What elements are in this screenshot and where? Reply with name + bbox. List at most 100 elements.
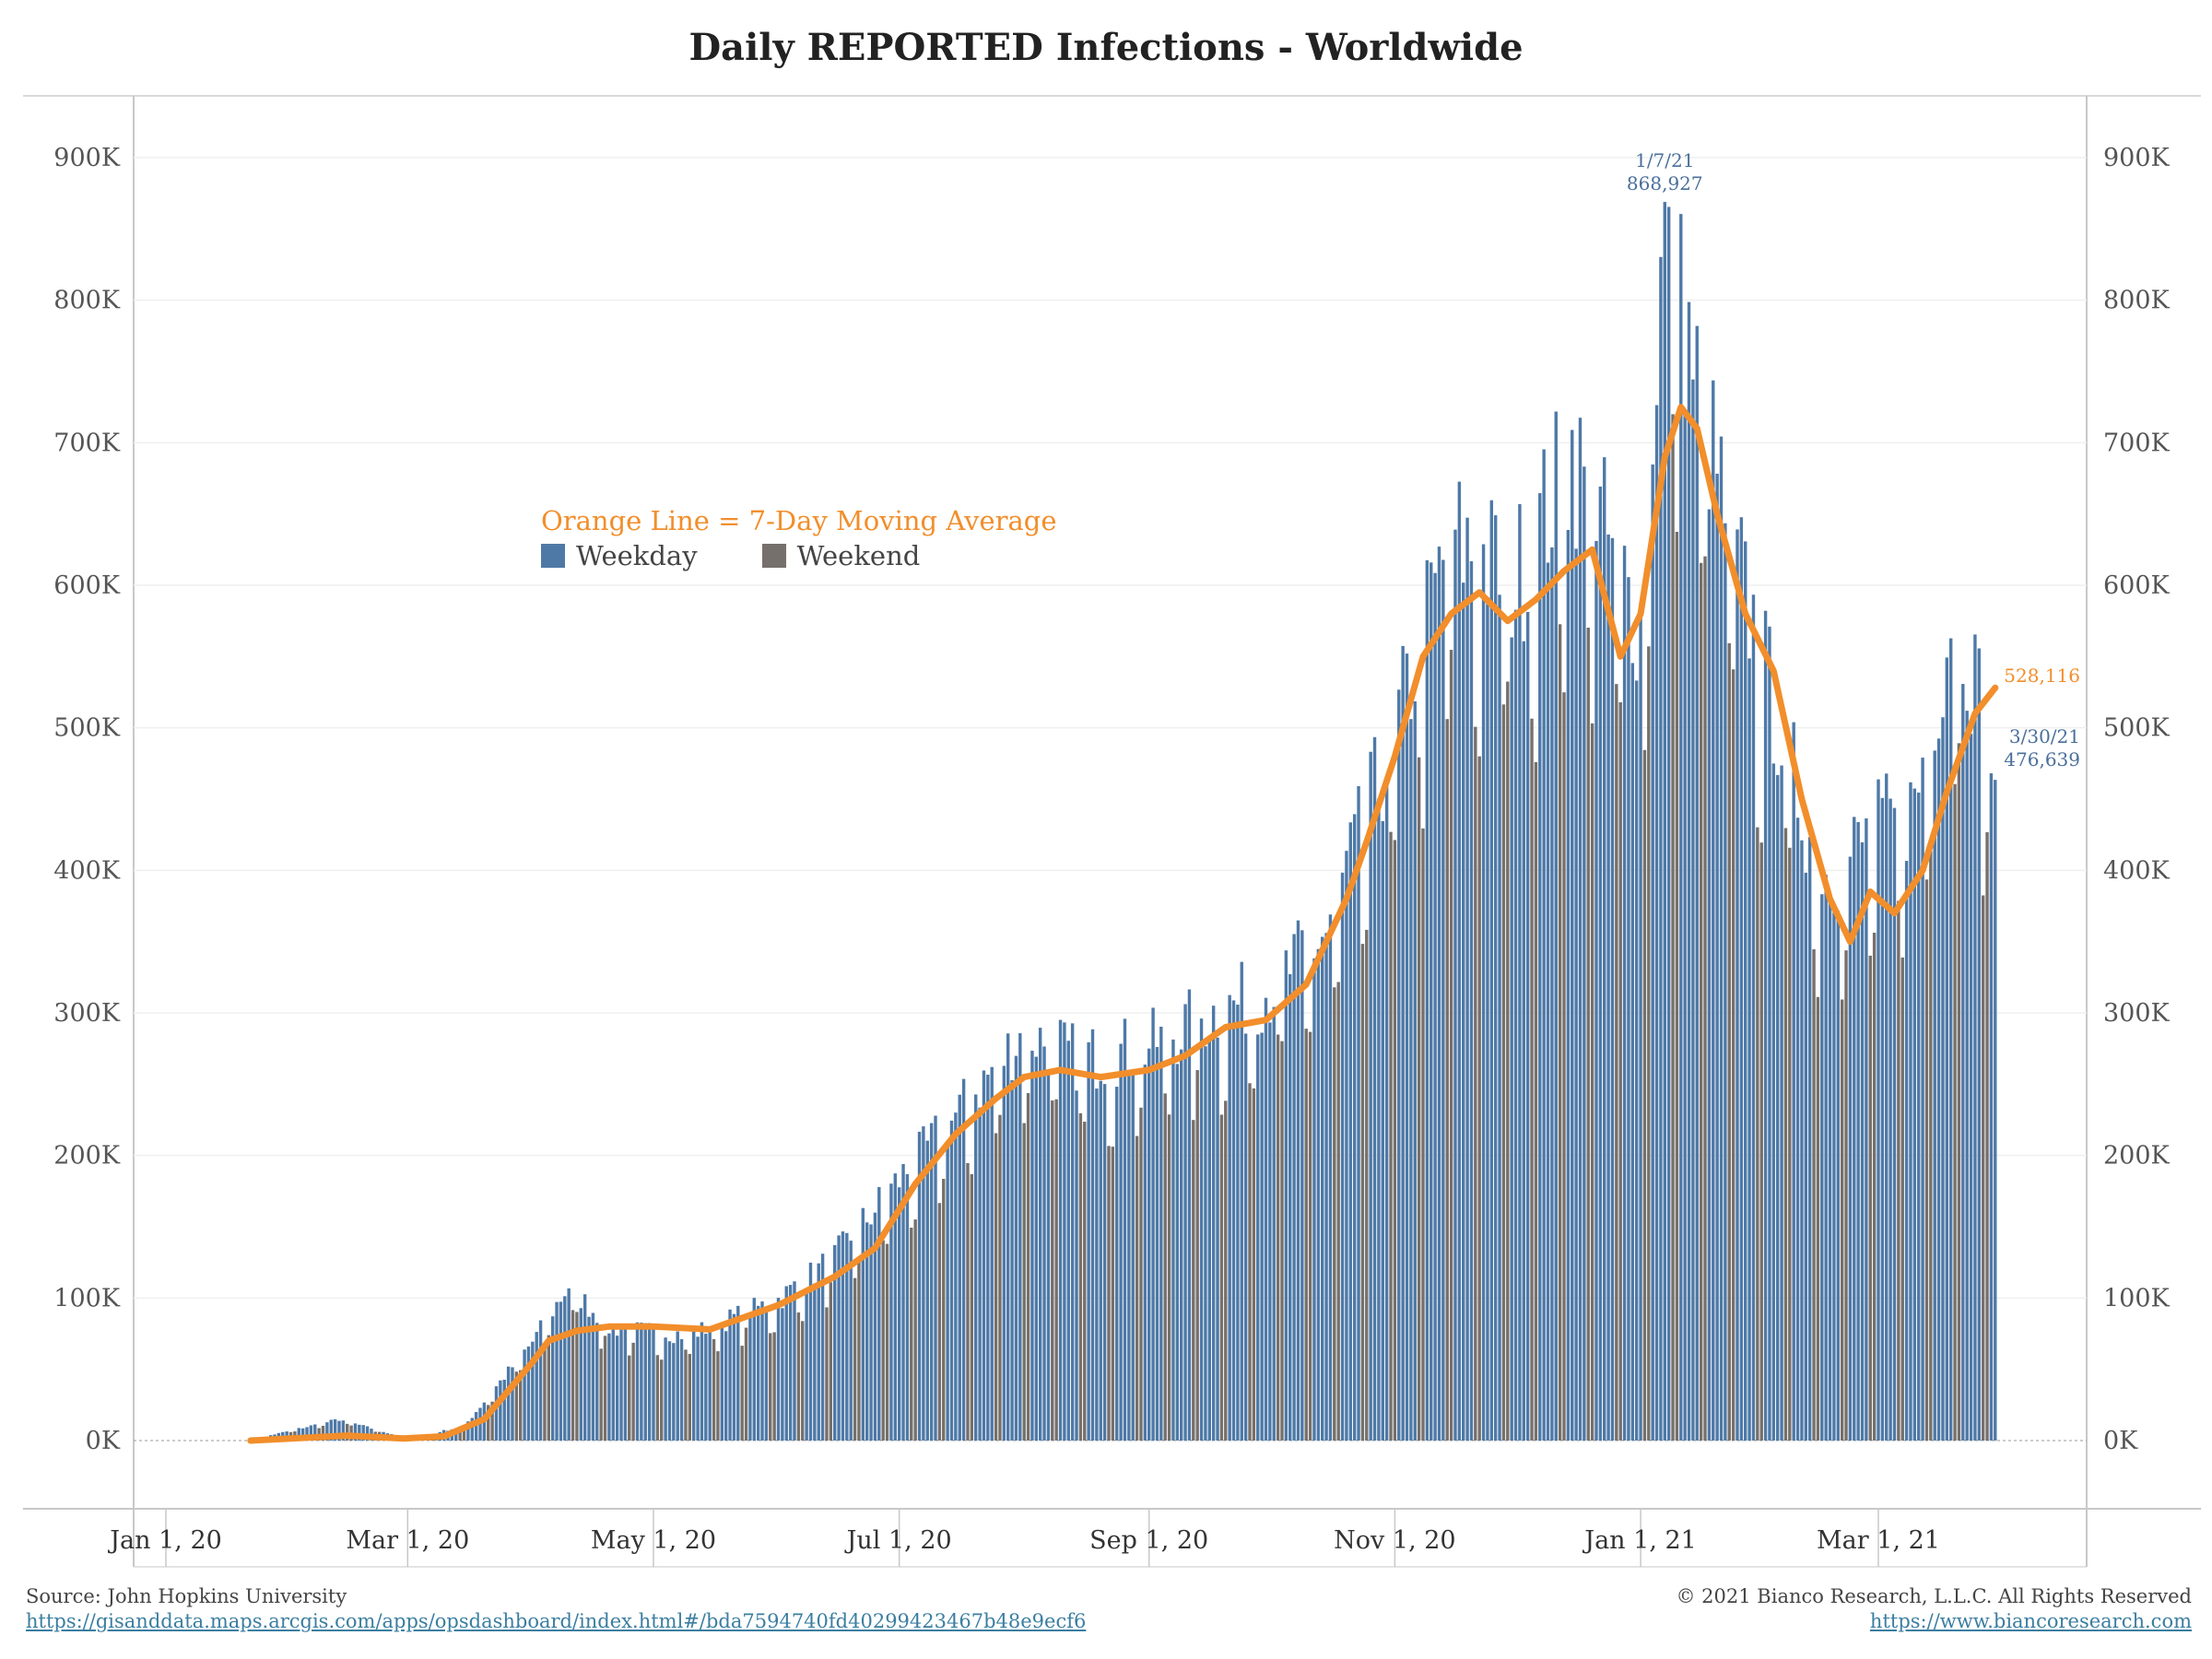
weekday-bar (1865, 818, 1868, 1441)
weekday-bar (1430, 562, 1433, 1441)
weekend-bar (547, 1335, 551, 1441)
weekday-bar (922, 1126, 925, 1441)
weekend-bar (1224, 1100, 1228, 1441)
y-tick-label-left: 900K (53, 144, 121, 172)
weekday-bar (1747, 658, 1751, 1441)
weekday-bar (961, 1078, 966, 1441)
weekday-bar (526, 1346, 531, 1441)
weekday-bar (1187, 989, 1192, 1441)
weekday-bar (691, 1329, 696, 1441)
weekday-bar (1892, 807, 1897, 1441)
weekday-bar (1340, 872, 1345, 1441)
weekday-bar (1977, 648, 1981, 1441)
weekday-bar (1489, 500, 1494, 1441)
weekday-bar (511, 1367, 514, 1441)
weekday-bar (845, 1232, 849, 1441)
weekday-bar (607, 1333, 611, 1441)
weekday-bar (1744, 541, 1747, 1441)
weekend-bar (1981, 895, 1985, 1441)
weekday-bar (1171, 1039, 1175, 1441)
weekday-bar (1804, 872, 1808, 1441)
weekday-bar (752, 1298, 756, 1441)
weekday-bar (700, 1322, 704, 1441)
weekend-bar (514, 1371, 519, 1441)
weekday-bar (1695, 325, 1699, 1441)
weekday-bar (1554, 411, 1558, 1441)
weekday-bar (1433, 572, 1437, 1441)
weekday-bar (764, 1310, 769, 1441)
weekday-bar (1312, 958, 1316, 1441)
weekday-bar (793, 1281, 796, 1441)
weekday-bar (523, 1349, 526, 1441)
weekend-bar (1219, 1114, 1224, 1441)
weekday-bar (1352, 814, 1357, 1441)
y-tick-label-left: 500K (53, 714, 121, 743)
weekday-bar (676, 1331, 679, 1441)
y-tick-label-left: 100K (53, 1284, 121, 1312)
weekday-bar (1413, 700, 1417, 1441)
weekday-bar (1324, 933, 1328, 1441)
source-link[interactable]: https://gisanddata.maps.arcgis.com/apps/… (26, 1610, 1087, 1632)
weekend-bar (1840, 999, 1844, 1441)
weekday-bar (470, 1418, 474, 1441)
weekend-bar (1248, 1083, 1252, 1441)
weekend-bar (1252, 1088, 1256, 1441)
weekday-bar (990, 1066, 994, 1441)
weekday-bar (1002, 1065, 1006, 1441)
weekday-bar (538, 1320, 543, 1441)
weekday-bar (1179, 1049, 1183, 1441)
weekend-bar (1051, 1100, 1054, 1441)
weekday-bar (1320, 936, 1324, 1441)
website-link[interactable]: https://www.biancoresearch.com (1869, 1610, 2192, 1632)
weekend-bar (1618, 702, 1622, 1441)
weekday-bar (1401, 645, 1405, 1441)
weekday-bar (1566, 529, 1571, 1441)
weekday-bar (1542, 449, 1546, 1441)
weekday-bar (1498, 594, 1501, 1441)
weekday-bar (841, 1231, 845, 1441)
weekday-bar (1159, 1026, 1163, 1441)
weekday-bar (893, 1173, 897, 1441)
legend: Orange Line = 7-Day Moving Average Weekd… (541, 505, 1057, 571)
weekday-bar (1409, 719, 1413, 1441)
weekday-bar (978, 1107, 982, 1441)
weekday-bar (535, 1332, 538, 1441)
weekend-bar (857, 1259, 861, 1441)
weekday-bar (1654, 405, 1659, 1441)
weekend-swatch (761, 544, 786, 568)
weekend-bar (825, 1307, 829, 1441)
weekend-bar (1078, 1112, 1083, 1441)
weekday-bar (861, 1207, 865, 1441)
weekday-bar (813, 1283, 817, 1441)
weekday-bar (1941, 717, 1945, 1441)
weekday-bar (1087, 1041, 1090, 1441)
weekday-bar (559, 1301, 563, 1441)
weekend-bar (321, 1425, 325, 1441)
weekday-bar (917, 1131, 922, 1441)
weekend-bar (1365, 929, 1369, 1441)
weekday-bar (499, 1380, 502, 1441)
weekend-bar (853, 1277, 857, 1441)
weekend-bar (910, 1228, 913, 1441)
weekday-bar (1143, 1065, 1147, 1441)
weekday-bar (550, 1316, 555, 1441)
weekend-bar (1304, 1029, 1308, 1441)
weekday-bar (664, 1337, 667, 1441)
weekday-bar (732, 1313, 736, 1441)
weekday-bar (889, 1183, 893, 1441)
weekend-bar (490, 1401, 494, 1441)
bar-series (249, 202, 1997, 1441)
weekday-bar (623, 1326, 628, 1441)
x-tick-label: Jan 1, 21 (1582, 1526, 1697, 1555)
weekend-bar (998, 1114, 1002, 1441)
weekend-bar (1022, 1123, 1026, 1441)
source-text: Source: John Hopkins University (26, 1585, 347, 1607)
weekday-bar (1724, 523, 1727, 1441)
weekend-bar (1167, 1114, 1171, 1441)
y-tick-label-right: 100K (2103, 1284, 2171, 1312)
weekday-bar (1795, 818, 1800, 1441)
weekday-bar (506, 1366, 511, 1441)
weekend-bar (1477, 756, 1481, 1441)
weekend-bar (1816, 996, 1820, 1441)
